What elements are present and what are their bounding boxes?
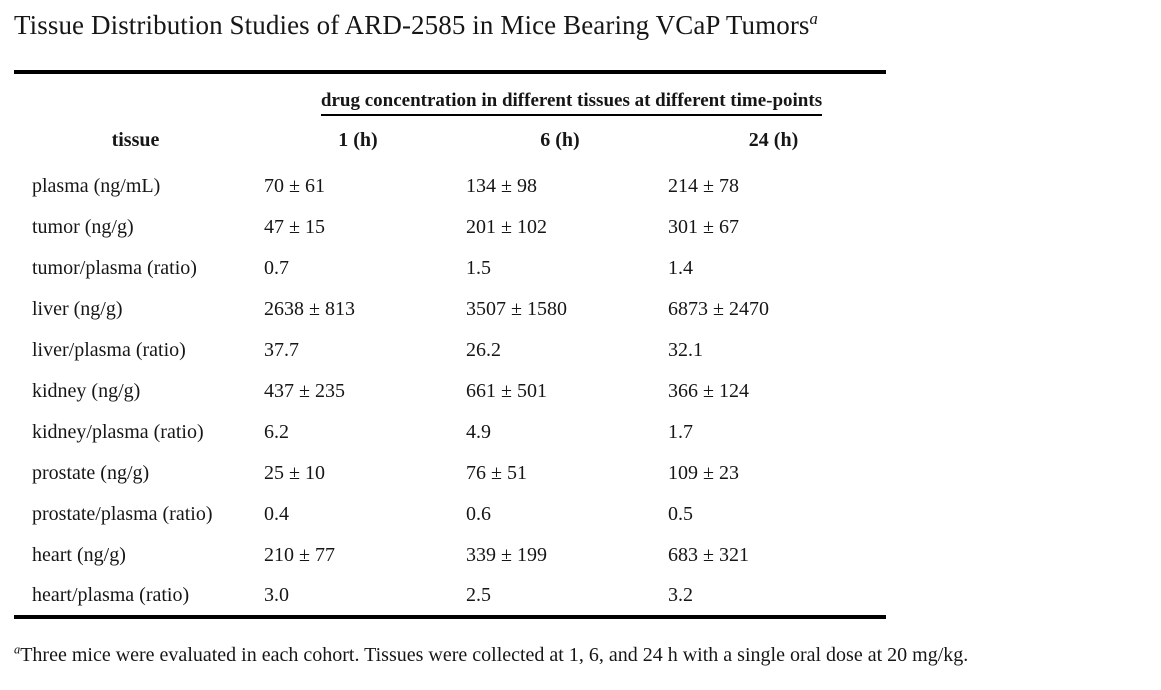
tissue-label: tumor/plasma (ratio) <box>32 257 197 279</box>
value-cell: 339 ± 199 <box>466 544 547 566</box>
spanning-header-empty-cell <box>14 72 257 120</box>
table-title: Tissue Distribution Studies of ARD-2585 … <box>14 8 1161 42</box>
value-cell: 214 ± 78 <box>668 175 739 197</box>
table-row: heart/plasma (ratio) 3.0 2.5 3.2 <box>14 576 886 617</box>
table-row: liver (ng/g) 2638 ± 813 3507 ± 1580 6873 ± … <box>14 289 886 330</box>
table-row: tumor/plasma (ratio) 0.7 1.5 1.4 <box>14 248 886 289</box>
column-header-6h: 6 (h) <box>540 128 580 151</box>
value-cell: 2.5 <box>466 584 491 606</box>
tissue-label: liver/plasma (ratio) <box>32 339 186 361</box>
footnote: aThree mice were evaluated in each cohor… <box>14 642 1161 668</box>
value-cell: 47 ± 15 <box>264 216 325 238</box>
value-cell: 301 ± 67 <box>668 216 739 238</box>
value-cell: 661 ± 501 <box>466 380 547 402</box>
value-cell: 37.7 <box>264 339 299 361</box>
value-cell: 26.2 <box>466 339 501 361</box>
spanning-header-cell: drug concentration in different tissues … <box>257 72 886 120</box>
column-header-tissue: tissue <box>111 128 160 151</box>
value-cell: 437 ± 235 <box>264 380 345 402</box>
table-row: prostate (ng/g) 25 ± 10 76 ± 51 109 ± 23 <box>14 453 886 494</box>
value-cell: 1.4 <box>668 257 693 279</box>
tissue-label: plasma (ng/mL) <box>32 175 161 197</box>
title-footnote-marker: a <box>809 9 818 28</box>
tissue-label: kidney/plasma (ratio) <box>32 421 204 443</box>
value-cell: 70 ± 61 <box>264 175 325 197</box>
value-cell: 3.0 <box>264 584 289 606</box>
table-row: liver/plasma (ratio) 37.7 26.2 32.1 <box>14 330 886 371</box>
table-row: prostate/plasma (ratio) 0.4 0.6 0.5 <box>14 494 886 535</box>
column-header-1h: 1 (h) <box>338 128 378 151</box>
value-cell: 6.2 <box>264 421 289 443</box>
tissue-label: kidney (ng/g) <box>32 380 141 402</box>
table-row: kidney/plasma (ratio) 6.2 4.9 1.7 <box>14 412 886 453</box>
tissue-label: tumor (ng/g) <box>32 216 134 238</box>
value-cell: 1.7 <box>668 421 693 443</box>
value-cell: 683 ± 321 <box>668 544 749 566</box>
spanning-header-text: drug concentration in different tissues … <box>320 89 823 116</box>
spanning-header-row: drug concentration in different tissues … <box>14 72 886 120</box>
value-cell: 3507 ± 1580 <box>466 298 567 320</box>
table-row: tumor (ng/g) 47 ± 15 201 ± 102 301 ± 67 <box>14 207 886 248</box>
value-cell: 0.7 <box>264 257 289 279</box>
value-cell: 4.9 <box>466 421 491 443</box>
tissue-label: heart (ng/g) <box>32 544 126 566</box>
value-cell: 0.5 <box>668 503 693 525</box>
value-cell: 366 ± 124 <box>668 380 749 402</box>
value-cell: 201 ± 102 <box>466 216 547 238</box>
tissue-label: liver (ng/g) <box>32 298 123 320</box>
footnote-marker: a <box>14 642 21 657</box>
value-cell: 3.2 <box>668 584 693 606</box>
value-cell: 134 ± 98 <box>466 175 537 197</box>
tissue-distribution-table: drug concentration in different tissues … <box>14 70 887 619</box>
column-header-row: tissue 1 (h) 6 (h) 24 (h) <box>14 120 886 166</box>
value-cell: 1.5 <box>466 257 491 279</box>
table-head: drug concentration in different tissues … <box>14 72 886 166</box>
value-cell: 2638 ± 813 <box>264 298 355 320</box>
value-cell: 25 ± 10 <box>264 462 325 484</box>
table-row: kidney (ng/g) 437 ± 235 661 ± 501 366 ± 124 <box>14 371 886 412</box>
tissue-label: prostate/plasma (ratio) <box>32 503 213 525</box>
value-cell: 210 ± 77 <box>264 544 335 566</box>
value-cell: 6873 ± 2470 <box>668 298 769 320</box>
value-cell: 0.6 <box>466 503 491 525</box>
value-cell: 0.4 <box>264 503 289 525</box>
column-header-24h: 24 (h) <box>748 128 799 151</box>
tissue-label: heart/plasma (ratio) <box>32 584 190 606</box>
footnote-text: Three mice were evaluated in each cohort… <box>20 644 969 666</box>
tissue-label: prostate (ng/g) <box>32 462 150 484</box>
value-cell: 109 ± 23 <box>668 462 739 484</box>
value-cell: 76 ± 51 <box>466 462 527 484</box>
table-row: heart (ng/g) 210 ± 77 339 ± 199 683 ± 321 <box>14 535 886 576</box>
table-body: plasma (ng/mL) 70 ± 61 134 ± 98 214 ± 78 tum… <box>14 166 886 617</box>
table-row: plasma (ng/mL) 70 ± 61 134 ± 98 214 ± 78 <box>14 166 886 207</box>
table-title-text: Tissue Distribution Studies of ARD-2585 … <box>14 10 810 40</box>
value-cell: 32.1 <box>668 339 703 361</box>
